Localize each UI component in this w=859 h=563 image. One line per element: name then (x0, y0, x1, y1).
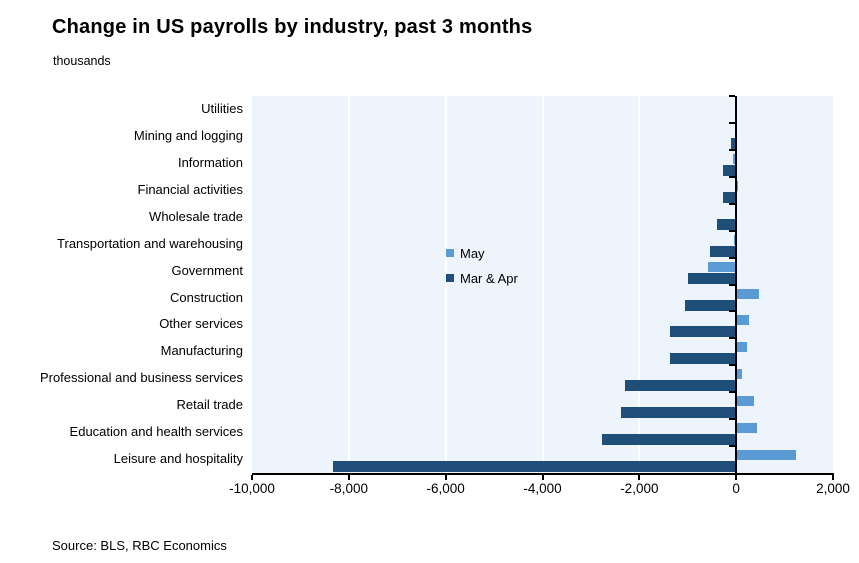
bar-mar-apr (333, 461, 737, 473)
bar-may (736, 288, 759, 299)
bar-mar-apr (602, 434, 737, 446)
zero-axis-tick (729, 148, 736, 151)
gridline (541, 96, 544, 473)
x-axis-tick (735, 475, 738, 480)
x-axis-tick (832, 475, 834, 480)
bar-may (736, 450, 797, 461)
legend-item-may: May (446, 245, 485, 261)
legend-label-mar-apr: Mar & Apr (460, 270, 518, 286)
bar-may (732, 153, 737, 164)
x-tick-label: -2,000 (620, 481, 659, 496)
bar-mar-apr (717, 218, 737, 230)
zero-axis-tick (729, 283, 736, 286)
chart-title: Change in US payrolls by industry, past … (52, 16, 533, 38)
bar-mar-apr (684, 299, 737, 311)
category-label: Mining and logging (133, 127, 243, 143)
zero-axis-tick (729, 418, 736, 421)
zero-axis-tick (729, 364, 736, 367)
bar-mar-apr (620, 407, 737, 419)
x-tick-label: -10,000 (229, 481, 275, 496)
zero-axis-tick (729, 445, 736, 448)
bar-may (736, 396, 755, 407)
bar-mar-apr (670, 326, 737, 338)
legend-label-may: May (460, 245, 485, 261)
source-note: Source: BLS, RBC Economics (52, 538, 227, 553)
category-label: Government (171, 262, 243, 278)
bar-mar-apr (670, 353, 737, 365)
x-tick-label: 2,000 (816, 481, 850, 496)
x-tick-label: 0 (732, 481, 740, 496)
zero-axis-tick (729, 121, 736, 124)
bar-mar-apr (625, 380, 737, 392)
chart-units-label: thousands (53, 54, 111, 68)
x-axis-tick (347, 475, 350, 480)
x-axis-tick (444, 475, 447, 480)
legend-swatch-may (446, 249, 454, 257)
category-label: Wholesale trade (149, 208, 243, 224)
x-axis-tick (541, 475, 544, 480)
zero-axis-line (735, 96, 738, 473)
legend-item-mar-apr: Mar & Apr (446, 270, 518, 286)
bar-mar-apr (730, 137, 737, 149)
zero-axis-tick (729, 175, 736, 178)
zero-axis-tick (729, 256, 736, 259)
bar-mar-apr (688, 272, 737, 284)
bar-mar-apr (709, 245, 737, 257)
gridline (347, 96, 350, 473)
zero-axis-tick (729, 310, 736, 313)
zero-axis-tick (729, 202, 736, 205)
category-label: Education and health services (69, 424, 243, 440)
bar-may (736, 369, 743, 380)
zero-axis-tick (729, 95, 736, 97)
bar-may (736, 342, 748, 353)
zero-axis-tick (729, 391, 736, 394)
category-label: Utilities (201, 101, 243, 116)
x-tick-label: -6,000 (426, 481, 465, 496)
bar-mar-apr (722, 164, 737, 176)
bar-may (736, 423, 757, 434)
category-label: Leisure and hospitality (113, 451, 243, 467)
gridline (638, 96, 641, 473)
gridline (444, 96, 447, 473)
bar-mar-apr (722, 191, 737, 203)
category-label: Manufacturing (160, 343, 243, 359)
zero-axis-tick (729, 337, 736, 340)
bar-may (736, 315, 750, 326)
x-axis-tick (638, 475, 641, 480)
category-label: Retail trade (176, 397, 243, 413)
x-axis-tick (251, 475, 253, 480)
category-label: Information (177, 154, 243, 170)
x-axis-line (252, 473, 834, 475)
zero-axis-tick (729, 229, 736, 232)
x-tick-label: -8,000 (329, 481, 368, 496)
legend-swatch-mar-apr (446, 274, 454, 282)
category-label: Construction (170, 289, 243, 305)
category-label: Other services (159, 316, 243, 332)
category-label: Professional and business services (39, 370, 243, 386)
x-tick-label: -4,000 (523, 481, 562, 496)
category-label: Financial activities (137, 181, 244, 197)
category-label: Transportation and warehousing (57, 235, 243, 251)
bar-may (708, 261, 737, 272)
